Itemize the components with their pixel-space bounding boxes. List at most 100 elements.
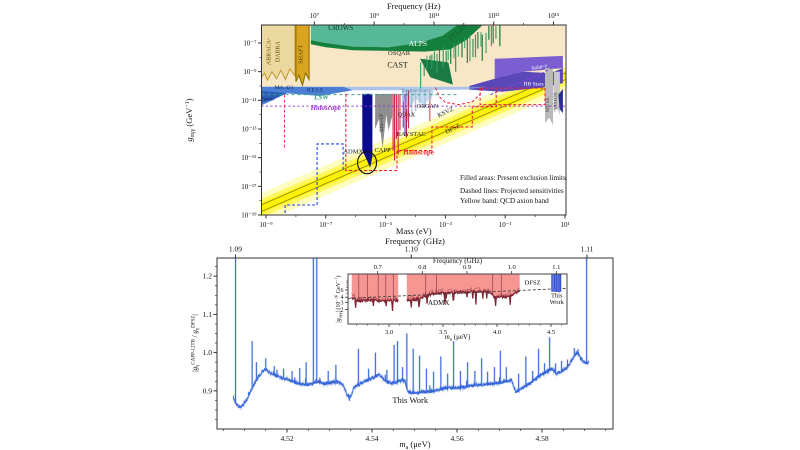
legend-line: Filled areas: Present exclusion limits	[460, 174, 566, 182]
dfsz-line	[261, 78, 566, 212]
freq-tick-label: 10¹¹	[428, 12, 439, 20]
y-tick-label: 1.1	[203, 310, 213, 319]
freq-tick-label: 10⁷	[310, 12, 320, 20]
freq-tick-label: 10⁹	[369, 12, 379, 20]
region-mrk421-dark	[261, 91, 287, 103]
inset-axes: 3.0 3.5 4.0 4.5 2 346 0.7 0.8 0.9 1.0 1.1 Frequency…	[334, 257, 568, 343]
label-osqar: OSQAR	[388, 50, 411, 57]
x-tick-label: 10¹	[560, 221, 569, 229]
label-admx: ADMX	[343, 149, 363, 156]
region-alps	[310, 25, 483, 52]
region-abracadabra	[261, 25, 296, 82]
x-tick-label: 10⁻⁹	[259, 221, 273, 229]
x-tick-label: 3.5	[439, 329, 447, 336]
exclusion-ratio-trace	[232, 349, 590, 409]
bottom-chart-plot-area: This Work	[232, 258, 590, 411]
y-tick-label: 3	[341, 300, 344, 306]
freq-tick-label: 1.10	[405, 245, 418, 254]
ksvz-line	[261, 72, 566, 206]
region-vimos	[553, 71, 560, 115]
bottom-chart-axes: 4.52 4.54 4.56 4.580.91.01.11.21.09 1.10 1.11…	[191, 236, 614, 450]
admx-limit-boundary	[351, 296, 399, 312]
top-chart-frame	[261, 24, 567, 216]
this-work-inset-label: Work	[550, 299, 565, 306]
y-tick-label: 1.2	[203, 272, 213, 281]
x-tick-label: 10⁻³	[439, 221, 452, 229]
x-tick-label: 4.54	[365, 434, 378, 443]
top-chart-axes: 10⁻⁹ 10⁻⁷ 10⁻⁵ 10⁻³ 10⁻¹ 10¹ 10⁻⁷ 10⁻⁹ 10⁻¹¹ 10⁻¹…	[184, 1, 570, 236]
region-neutron-stars	[402, 87, 435, 108]
label-muse: MUSE	[545, 96, 551, 112]
x-tick-label: 3.0	[385, 329, 393, 336]
dfsz-line	[348, 287, 567, 299]
this-work-inset-label: This	[551, 293, 563, 300]
qcd-axion-band	[261, 60, 566, 215]
mass-axis-title: ma (μeV)	[399, 439, 430, 450]
inset-freq-axis-title: Frequency (GHz)	[433, 257, 483, 265]
region-hb-stars	[469, 68, 563, 92]
y-tick-label: 10⁻⁷	[243, 40, 257, 48]
x-tick-label: 4.52	[280, 434, 293, 443]
label-lsw: LSW	[313, 94, 329, 102]
freq-tick-label: 1.1	[552, 264, 560, 271]
label-crows: CROWS	[328, 24, 353, 32]
freq-tick-label: 10¹⁵	[548, 12, 560, 20]
region-rbf-uf	[375, 93, 393, 149]
dfsz-label: DFSZ	[525, 279, 541, 286]
region-shaft	[295, 25, 310, 88]
y-tick-label: 2	[341, 308, 344, 314]
region-solar-nu	[494, 55, 563, 80]
region-corner-navy	[558, 88, 563, 114]
qcd-band-layer	[261, 70, 566, 214]
label-hb-stars: HB Stars	[524, 81, 544, 87]
this-work-circle-annotation	[357, 151, 378, 175]
admx-label: ADMX	[428, 299, 449, 307]
label-mrk-421: Mrk 421	[274, 85, 293, 91]
region-mrk421-light	[261, 86, 353, 106]
admx-excluded-region	[406, 274, 520, 308]
legend-line: Dashed lines: Projected sensitivities	[460, 187, 564, 195]
label-haloscope: Haloscope	[310, 104, 341, 112]
label-capp: CAPP	[374, 147, 391, 154]
label-haloscope: Haloscope	[403, 149, 434, 157]
freq-tick-label: 10¹³	[488, 12, 499, 20]
y-tick-label: 10⁻¹⁹	[241, 212, 257, 220]
freq-tick-label: 1.11	[581, 245, 594, 254]
label-dabra: DABRA	[275, 40, 281, 62]
x-tick-label: 4.5	[547, 329, 555, 336]
y-tick-label: 0.9	[203, 386, 213, 395]
this-work-label: This Work	[392, 395, 429, 405]
mass-axis-title: Mass (eV)	[396, 226, 432, 236]
label-abraca-: ABRACA-	[266, 38, 272, 65]
region-admx-band	[362, 93, 373, 168]
label-solar-: Solar-ν	[531, 63, 548, 72]
top-axis-title: Frequency (Hz)	[387, 1, 441, 11]
y-tick-label: 10⁻⁹	[243, 68, 257, 76]
label-h-e-s-s-: H.E.S.S.	[307, 89, 324, 94]
label-vimos: VIMOS	[553, 92, 559, 110]
label-shaft: SHAFT	[298, 44, 304, 63]
admx-boundary-fuzz	[351, 293, 398, 310]
y-tick-label: 4	[341, 295, 344, 301]
label-organ: ORGAN	[417, 104, 439, 110]
coupling-axis-title: gαγγ (GeV−1)	[184, 98, 196, 141]
x-tick-label: 4.58	[535, 434, 548, 443]
inset-frame	[347, 273, 568, 325]
label-quax: QUAX	[398, 112, 416, 118]
red-haloscope-staircase	[345, 88, 497, 172]
lumped-element-staircase	[284, 143, 344, 213]
freq-tick-label: 1.0	[508, 264, 516, 271]
y-tick-label: 10⁻¹¹	[242, 97, 257, 105]
bottom-chart-frame	[216, 257, 614, 430]
freq-tick-label: 0.9	[463, 264, 471, 271]
inset-mass-axis-title: ma (μeV)	[445, 333, 471, 343]
x-tick-label: 4.0	[493, 329, 501, 336]
legend-line: Yellow band: QCD axion band	[460, 197, 549, 205]
right-projection-box	[479, 87, 546, 106]
label-neutron-stars: Neutron stars	[401, 89, 428, 94]
